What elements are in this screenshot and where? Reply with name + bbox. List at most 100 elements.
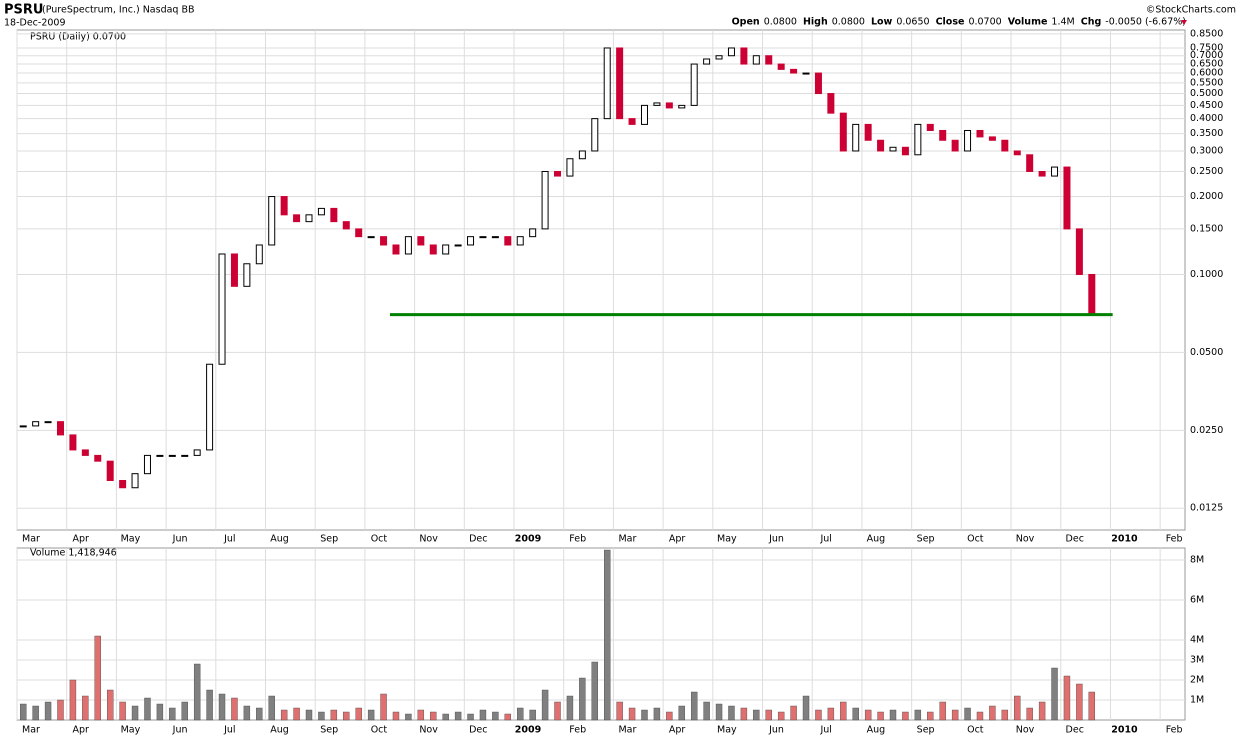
candle [901, 146, 909, 156]
volume-frame [16, 547, 1186, 721]
x-tick-label: Apr [669, 725, 686, 736]
candle [467, 236, 475, 246]
x-tick-label: Feb [569, 725, 586, 736]
candle [417, 236, 425, 246]
candle [889, 146, 897, 152]
x-tick-label: May [121, 534, 141, 545]
volume-bar [1014, 695, 1021, 721]
candle [317, 207, 325, 216]
candle [1063, 166, 1071, 230]
volume-bar [566, 695, 574, 721]
candle [541, 170, 549, 230]
x-tick-label: Jul [223, 725, 235, 736]
y-tick-label: 0.7500 [1190, 42, 1223, 53]
volume-bar [44, 701, 52, 721]
x-tick-label: Jun [768, 534, 784, 545]
quote-label: Volume [1008, 17, 1048, 28]
x-tick-label: Dec [1066, 725, 1084, 736]
candle [603, 47, 611, 120]
symbol: PSRU [4, 3, 43, 18]
candle [715, 55, 723, 60]
candle [752, 55, 760, 65]
quote-value: 1.4M [1051, 17, 1074, 28]
volume-bar [380, 693, 387, 721]
candle [665, 102, 673, 109]
y-tick-label: 0.1000 [1190, 269, 1223, 280]
volume-bar [417, 709, 425, 721]
volume-bar [802, 695, 810, 721]
quote-label: Chg [1081, 17, 1102, 28]
candle [628, 118, 636, 125]
candle [951, 139, 959, 152]
candle [380, 236, 388, 246]
volume-bar [777, 711, 785, 721]
candle [491, 236, 499, 239]
y-tick-label: 0.0500 [1190, 347, 1223, 358]
x-tick-label: 2009 [515, 725, 541, 736]
candle [243, 263, 251, 287]
candle [342, 221, 350, 230]
volume-bar [144, 697, 151, 721]
x-tick-label: May [121, 725, 141, 736]
x-tick-label: Mar [22, 725, 40, 736]
volume-bar [193, 663, 201, 721]
candle [740, 47, 748, 65]
x-tick-label: Jul [819, 534, 831, 545]
x-tick-label: Dec [1066, 534, 1084, 545]
candle [727, 47, 735, 57]
volume-bar [32, 705, 39, 721]
x-tick-label: 2010 [1111, 725, 1138, 736]
volume-bar [852, 707, 859, 721]
volume-bar [1063, 675, 1071, 721]
x-tick-label: Sep [320, 725, 338, 736]
volume-bar [405, 713, 412, 721]
x-tick-label: Jul [223, 534, 235, 545]
quote-label: High [803, 17, 828, 28]
candle [864, 123, 872, 141]
volume-bar [181, 701, 188, 721]
volume-bar [840, 701, 847, 721]
candle [926, 123, 934, 131]
volume-bar [517, 707, 524, 721]
candle [765, 55, 773, 65]
volume-bar [678, 705, 685, 721]
volume-bar [492, 711, 499, 721]
candle [404, 236, 412, 255]
candle [143, 454, 151, 475]
volume-bar [927, 711, 934, 721]
volume-bar [231, 697, 238, 721]
date: 18-Dec-2009 [4, 18, 66, 29]
candle [988, 136, 996, 141]
candle [1026, 154, 1034, 172]
change-arrow [1181, 20, 1187, 25]
volume-bar [728, 705, 735, 721]
volume-bar [57, 699, 64, 721]
volume-bar [467, 713, 474, 721]
candle [367, 236, 375, 239]
volume-legend: Volume 1,418,946 [30, 548, 117, 559]
candle [268, 196, 276, 246]
x-tick-label: Aug [270, 725, 289, 736]
x-tick-label: 2010 [1111, 534, 1138, 545]
volume-bar [616, 701, 623, 721]
quote-label: Open [732, 17, 760, 28]
candle [218, 253, 226, 365]
x-tick-label: Nov [1016, 534, 1035, 545]
candle [56, 421, 64, 436]
x-tick-label: Dec [469, 725, 487, 736]
price-legend: PSRU (Daily) 0.0700 [30, 32, 126, 43]
y-tick-label: 0.8500 [1190, 28, 1223, 39]
x-tick-label: Oct [371, 725, 388, 736]
candle [814, 72, 822, 95]
volume-bar [430, 711, 437, 721]
y-tick-label: 0.5000 [1190, 88, 1223, 99]
volume-bar [94, 635, 101, 721]
candle [827, 93, 835, 114]
candle [640, 104, 648, 125]
y-tick-label: 0.0250 [1190, 425, 1223, 436]
x-tick-label: Sep [917, 534, 935, 545]
volume-bar [703, 701, 710, 721]
quote-label: Close [936, 17, 965, 28]
volume-bar [604, 549, 611, 721]
